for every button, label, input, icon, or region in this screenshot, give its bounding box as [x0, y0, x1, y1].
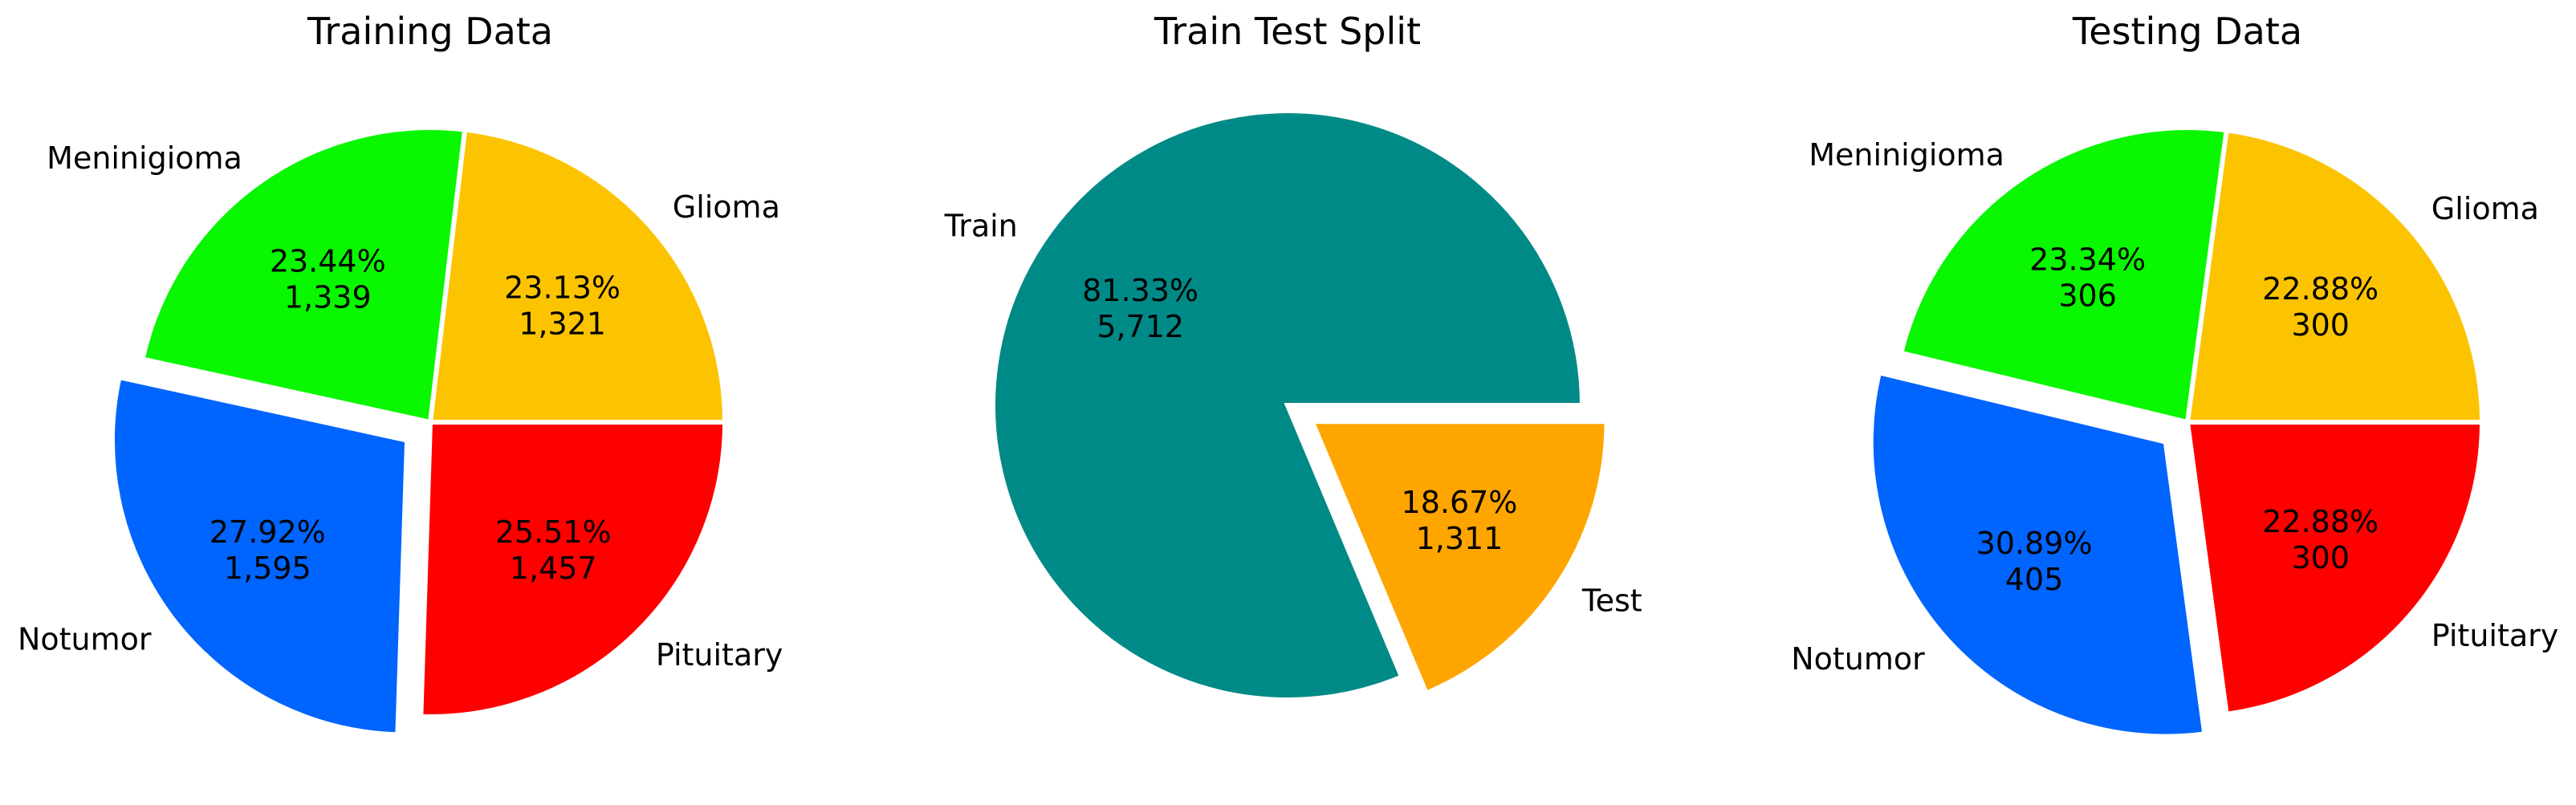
slice-percent: 22.88%	[2262, 504, 2379, 539]
train-test-split-pie: Train Test Split 81.33% 5,712 Train 18.67% 1…	[944, 10, 1642, 702]
slice-percent: 23.44%	[270, 244, 386, 279]
chart-title: Training Data	[307, 10, 553, 53]
pie-slice-train	[991, 108, 1585, 702]
slice-label-train: Train	[944, 209, 1018, 244]
slice-percent-label: 25.51% 1,457	[495, 514, 612, 586]
slice-percent-label: 23.13% 1,321	[504, 270, 621, 342]
slice-label-glioma: Glioma	[673, 189, 780, 225]
slice-percent-label: 23.34% 306	[2029, 242, 2146, 313]
pie-slice-pituitary	[2184, 420, 2485, 718]
slice-percent: 23.13%	[504, 270, 621, 306]
pie-slice-glioma	[2184, 127, 2485, 425]
pie-slice-meninigioma	[1898, 125, 2230, 425]
slice-percent: 23.34%	[2029, 242, 2146, 277]
slice-count: 300	[2291, 540, 2350, 575]
slice-percent-label: 23.44% 1,339	[270, 244, 386, 315]
slice-percent-label: 22.88% 300	[2262, 504, 2379, 575]
slice-count: 1,595	[224, 551, 311, 586]
slice-label-test: Test	[1581, 583, 1642, 619]
slice-label-notumor: Notumor	[18, 622, 152, 657]
slice-percent-label: 22.88% 300	[2262, 271, 2379, 343]
slice-percent: 25.51%	[495, 514, 612, 550]
pie-slice-notumor	[110, 374, 410, 738]
slice-label-meninigioma: Meninigioma	[1809, 137, 2004, 173]
pie-slice-meninigioma	[139, 125, 468, 425]
slice-count: 306	[2058, 278, 2117, 313]
slice-count: 300	[2291, 307, 2350, 343]
slice-percent: 27.92%	[210, 514, 326, 550]
slice-percent: 30.89%	[1976, 526, 2093, 561]
slice-count: 5,712	[1097, 309, 1184, 344]
chart-title: Testing Data	[2072, 10, 2302, 53]
slice-percent: 81.33%	[1082, 273, 1198, 308]
slice-label-notumor: Notumor	[1791, 641, 1925, 677]
slice-count: 1,339	[284, 280, 372, 315]
slice-percent: 22.88%	[2262, 271, 2379, 307]
slice-percent-label: 18.67% 1,311	[1402, 485, 1518, 556]
slice-label-pituitary: Pituitary	[2432, 618, 2558, 653]
slice-label-meninigioma: Meninigioma	[47, 140, 242, 176]
slice-count: 405	[2005, 562, 2064, 597]
slice-percent-label: 27.92% 1,595	[210, 514, 326, 586]
slice-percent-label: 30.89% 405	[1976, 526, 2093, 597]
slice-percent-label: 81.33% 5,712	[1082, 273, 1198, 344]
pie-slice-pituitary	[418, 420, 728, 719]
slice-percent: 18.67%	[1402, 485, 1518, 520]
slice-count: 1,457	[510, 551, 597, 586]
slice-count: 1,311	[1416, 521, 1504, 556]
slice-label-pituitary: Pituitary	[656, 637, 783, 673]
slice-count: 1,321	[519, 307, 606, 342]
pie-slice-glioma	[427, 127, 728, 425]
chart-title: Train Test Split	[1154, 10, 1421, 53]
pie-slice-notumor	[1868, 369, 2208, 739]
pie-slice-test	[1308, 419, 1609, 697]
slice-label-glioma: Glioma	[2432, 191, 2539, 226]
